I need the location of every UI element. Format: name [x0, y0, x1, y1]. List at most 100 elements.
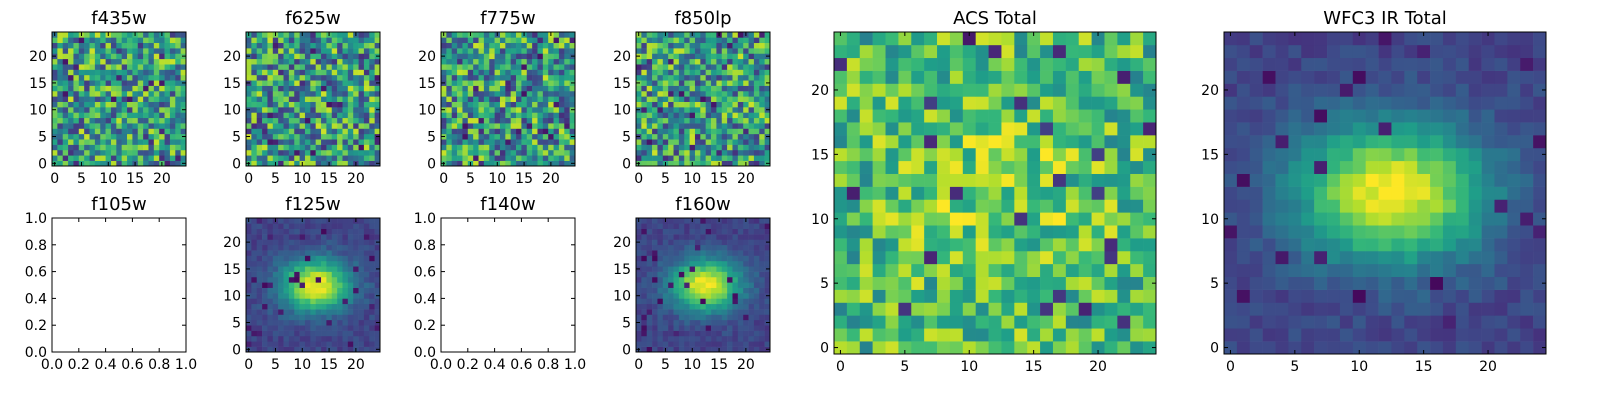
image-pixel [262, 133, 268, 140]
image-pixel [369, 223, 375, 230]
image-pixel [143, 139, 149, 145]
image-pixel [441, 101, 447, 108]
image-pixel [52, 117, 58, 124]
image-pixel [148, 74, 155, 81]
image-pixel [1117, 57, 1131, 71]
image-pixel [834, 57, 848, 71]
image-pixel [283, 123, 290, 129]
image-pixel [732, 133, 739, 140]
image-pixel [132, 128, 139, 135]
image-pixel [73, 128, 80, 135]
image-pixel [721, 335, 728, 342]
image-pixel [548, 133, 554, 140]
image-pixel [1052, 96, 1067, 110]
image-pixel [143, 117, 149, 124]
image-pixel [694, 144, 701, 151]
image-pixel [326, 90, 333, 97]
image-pixel [1301, 238, 1315, 252]
image-pixel [711, 90, 717, 97]
image-pixel [737, 112, 744, 119]
image-pixel [1468, 289, 1482, 303]
image-pixel [310, 96, 316, 102]
image-pixel [510, 112, 517, 119]
image-pixel [743, 250, 749, 256]
image-pixel [924, 250, 938, 265]
image-pixel [358, 266, 365, 272]
image-pixel [700, 293, 706, 299]
image-pixel [1365, 186, 1379, 200]
image-pixel [652, 266, 658, 272]
image-pixel [727, 298, 733, 305]
image-pixel [737, 325, 744, 331]
image-pixel [1262, 263, 1276, 278]
image-pixel [473, 133, 479, 140]
image-pixel [288, 117, 295, 124]
y-tick-label: 0.0 [414, 345, 436, 361]
image-pixel [705, 128, 712, 135]
image-pixel [164, 155, 171, 161]
image-pixel [727, 133, 733, 140]
image-pixel [732, 271, 739, 278]
image-pixel [1352, 186, 1366, 200]
image-pixel [898, 109, 912, 123]
image-pixel [1091, 160, 1105, 174]
image-pixel [700, 123, 706, 129]
image-pixel [116, 133, 122, 140]
image-pixel [753, 325, 760, 331]
image-pixel [137, 42, 144, 49]
image-pixel [516, 144, 522, 151]
image-pixel [553, 107, 560, 113]
image-pixel [100, 112, 106, 119]
image-pixel [700, 266, 706, 272]
image-pixel [1520, 302, 1534, 316]
image-pixel [347, 228, 354, 235]
image-pixel [834, 328, 848, 342]
image-pixel [299, 69, 306, 76]
image-pixel [353, 250, 359, 256]
image-pixel [246, 37, 252, 44]
image-pixel [716, 250, 723, 256]
image-pixel [646, 155, 653, 161]
image-pixel [494, 80, 501, 86]
image-pixel [732, 314, 739, 321]
image-pixel [764, 303, 771, 310]
image-pixel [180, 117, 187, 124]
image-pixel [441, 155, 447, 161]
image-pixel [331, 330, 338, 337]
image-pixel [711, 128, 717, 135]
image-pixel [526, 128, 533, 135]
image-pixel [73, 42, 80, 49]
image-pixel [548, 144, 554, 151]
image-pixel [283, 234, 290, 240]
image-pixel [526, 90, 533, 97]
image-pixel [1288, 238, 1302, 252]
image-pixel [668, 234, 674, 240]
image-pixel [721, 314, 728, 321]
image-pixel [716, 282, 723, 288]
image-pixel [116, 42, 122, 49]
image-pixel [321, 234, 327, 240]
image-pixel [748, 64, 755, 70]
image-pixel [1520, 341, 1534, 355]
image-pixel [89, 90, 96, 97]
image-pixel [446, 58, 453, 65]
image-pixel [342, 155, 349, 161]
image-pixel [1378, 199, 1392, 213]
image-pixel [310, 335, 316, 342]
image-pixel [1104, 32, 1118, 46]
image-pixel [331, 74, 338, 81]
image-pixel [353, 64, 359, 70]
image-pixel [105, 133, 112, 140]
image-pixel [499, 74, 506, 81]
image-pixel [246, 101, 252, 108]
image-pixel [1468, 238, 1482, 252]
image-pixel [57, 128, 64, 135]
image-pixel [759, 271, 765, 278]
image-pixel [764, 149, 771, 156]
image-pixel [331, 271, 338, 278]
image-pixel [711, 314, 717, 321]
image-pixel [1027, 225, 1041, 239]
image-pixel [57, 37, 64, 44]
image-pixel [358, 42, 365, 49]
image-pixel [641, 139, 648, 145]
